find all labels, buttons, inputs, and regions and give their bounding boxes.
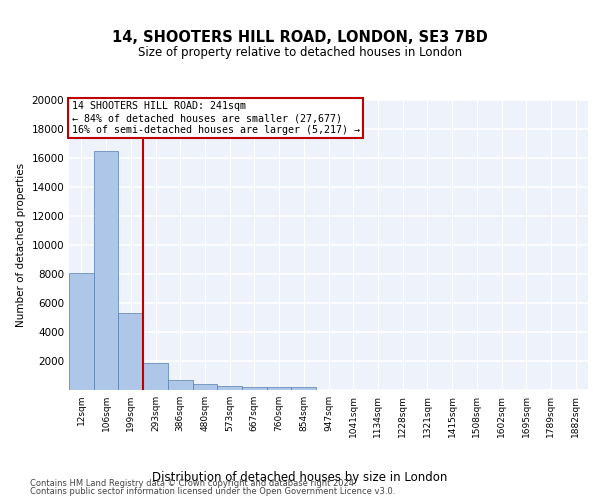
Text: Distribution of detached houses by size in London: Distribution of detached houses by size … [152,471,448,484]
Bar [143,363,168,390]
Bar [242,386,267,390]
Text: 14 SHOOTERS HILL ROAD: 241sqm
← 84% of detached houses are smaller (27,677)
16% : 14 SHOOTERS HILL ROAD: 241sqm ← 84% of d… [71,102,359,134]
Text: Contains HM Land Registry data © Crown copyright and database right 2024.: Contains HM Land Registry data © Crown c… [30,478,356,488]
Bar [193,384,217,390]
Bar [267,388,292,390]
Bar [94,151,118,390]
Bar [217,386,242,390]
Bar [118,313,143,390]
Y-axis label: Number of detached properties: Number of detached properties [16,163,26,327]
Bar [292,387,316,390]
Text: 14, SHOOTERS HILL ROAD, LONDON, SE3 7BD: 14, SHOOTERS HILL ROAD, LONDON, SE3 7BD [112,30,488,45]
Text: Contains public sector information licensed under the Open Government Licence v3: Contains public sector information licen… [30,487,395,496]
Text: Size of property relative to detached houses in London: Size of property relative to detached ho… [138,46,462,59]
Bar [69,272,94,390]
Bar [168,380,193,390]
